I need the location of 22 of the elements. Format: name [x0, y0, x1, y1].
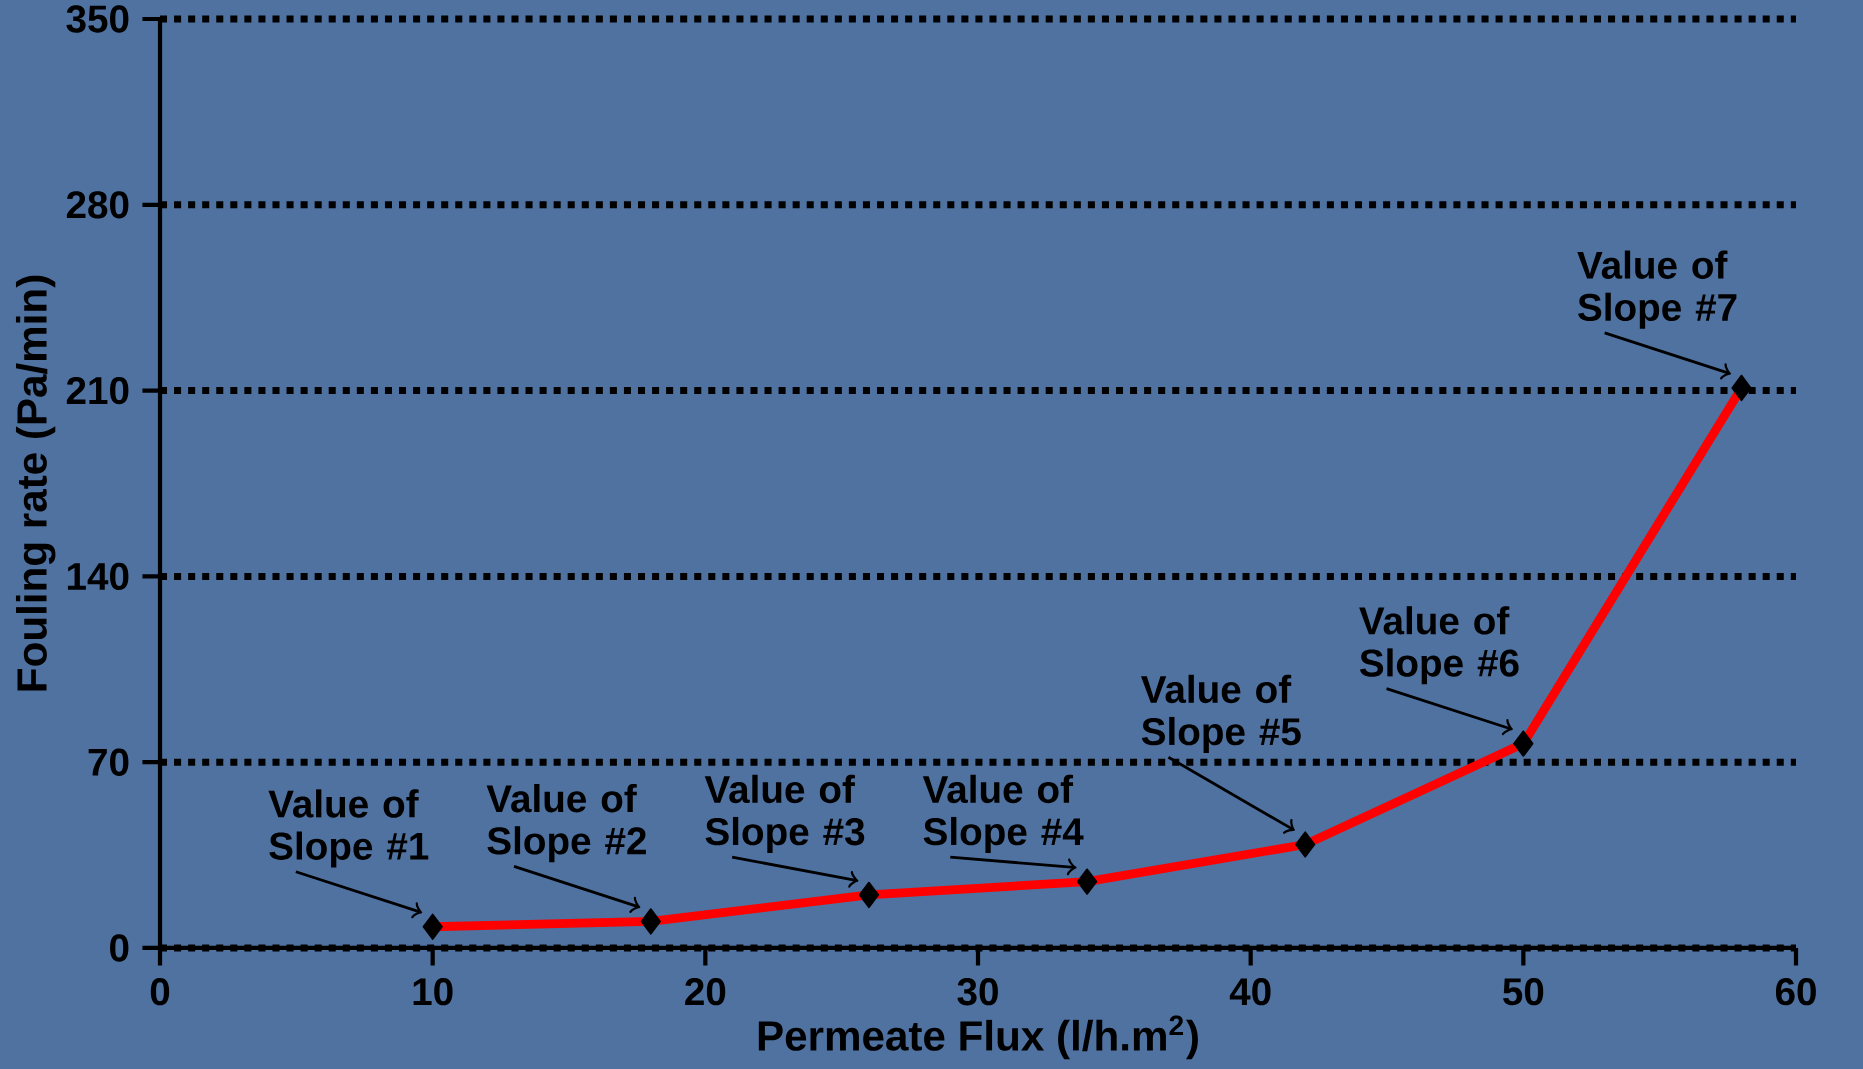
y-axis-title: Fouling rate (Pa/min) [15, 275, 56, 691]
y-tick-label: 280 [66, 191, 129, 219]
annotation: Value of Slope #7 [1577, 250, 1737, 329]
annotation: Value of Slope #3 [704, 774, 865, 853]
annotation: Value of Slope #4 [922, 774, 1084, 853]
x-tick-label: 40 [1229, 978, 1271, 1006]
annotation: Value of Slope #6 [1359, 606, 1519, 685]
x-axis-title: Permeate Flux (l/h.m$^{2}$) [758, 1015, 1198, 1060]
x-tick-label: 0 [150, 978, 170, 1006]
annotation: Value of Slope #2 [486, 784, 646, 863]
y-tick-label: 140 [67, 562, 129, 591]
x-tick-label: 20 [685, 978, 726, 1006]
x-tick-label: 60 [1775, 978, 1816, 1006]
y-tick-label: 70 [88, 748, 129, 776]
y-tick-label: 210 [66, 376, 129, 405]
x-tick-label: 30 [957, 978, 998, 1006]
y-tick-label: 0 [110, 934, 129, 962]
annotation: Value of Slope #1 [268, 789, 429, 868]
x-tick-label: 50 [1503, 978, 1544, 1006]
y-tick-label: 350 [66, 5, 129, 33]
annotation: Value of Slope #5 [1141, 674, 1301, 753]
x-tick-label: 10 [413, 978, 453, 1006]
